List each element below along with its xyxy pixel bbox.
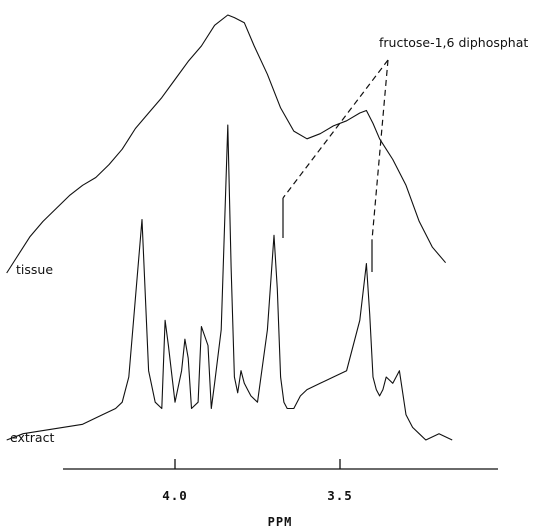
- tissue-trace-label: tissue: [16, 262, 53, 277]
- tissue-spectrum-line: [6, 14, 447, 274]
- x-axis: 4.0 3.5 PPM: [63, 459, 498, 529]
- x-axis-title: PPM: [268, 515, 293, 529]
- annotation-label: fructose-1,6 diphosphat: [379, 35, 528, 50]
- x-tick-label: 3.5: [327, 488, 353, 503]
- x-tick-label: 4.0: [162, 488, 188, 503]
- annotation-dashed-line-1: [282, 59, 389, 199]
- extract-trace-label: extract: [10, 430, 54, 445]
- traces-group: [6, 14, 453, 441]
- annotation-dashed-line-2: [371, 59, 389, 241]
- fructose-annotation: fructose-1,6 diphosphat: [282, 35, 528, 272]
- x-axis-ticks: 4.0 3.5: [162, 459, 353, 503]
- extract-spectrum-line: [6, 124, 453, 441]
